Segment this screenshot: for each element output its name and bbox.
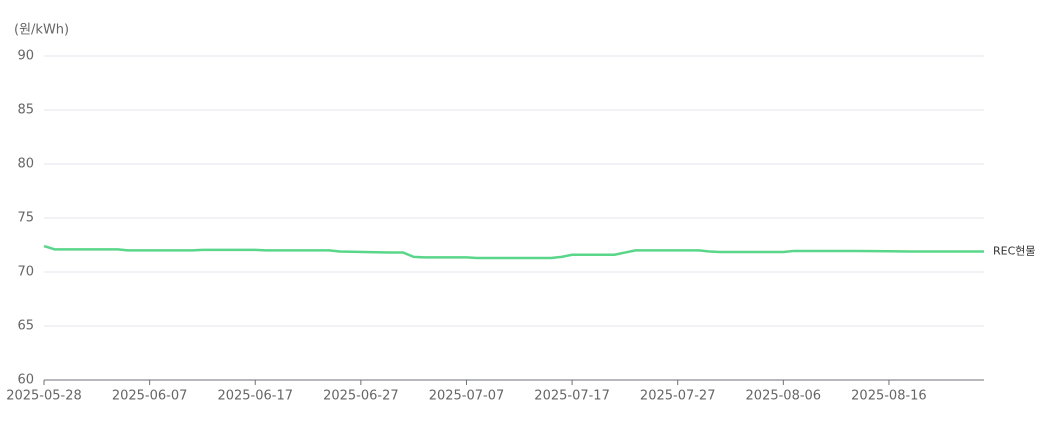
x-tick-label: 2025-06-27 [323,389,399,404]
y-tick-label: 80 [17,157,34,172]
y-tick-label: 60 [17,373,34,388]
y-tick-label: 65 [17,319,34,334]
x-tick-label: 2025-05-28 [6,389,82,404]
x-tick-label: 2025-08-16 [851,389,927,404]
x-tick-label: 2025-07-27 [640,389,716,404]
x-tick-label: 2025-06-07 [112,389,188,404]
y-axis-label: (원/kWh) [14,23,69,38]
line [43,244,984,260]
x-tick-label: 2025-06-17 [217,389,293,404]
y-tick-label: 90 [17,49,34,64]
y-tick-label: 75 [17,211,34,226]
y-tick-label: 85 [17,103,34,118]
x-tick-label: 2025-07-17 [534,389,610,404]
series-label: REC현물 [993,244,1036,257]
x-tick-label: 2025-07-07 [429,389,505,404]
x-tick-label: 2025-08-06 [746,389,822,404]
y-tick-label: 70 [17,265,34,280]
